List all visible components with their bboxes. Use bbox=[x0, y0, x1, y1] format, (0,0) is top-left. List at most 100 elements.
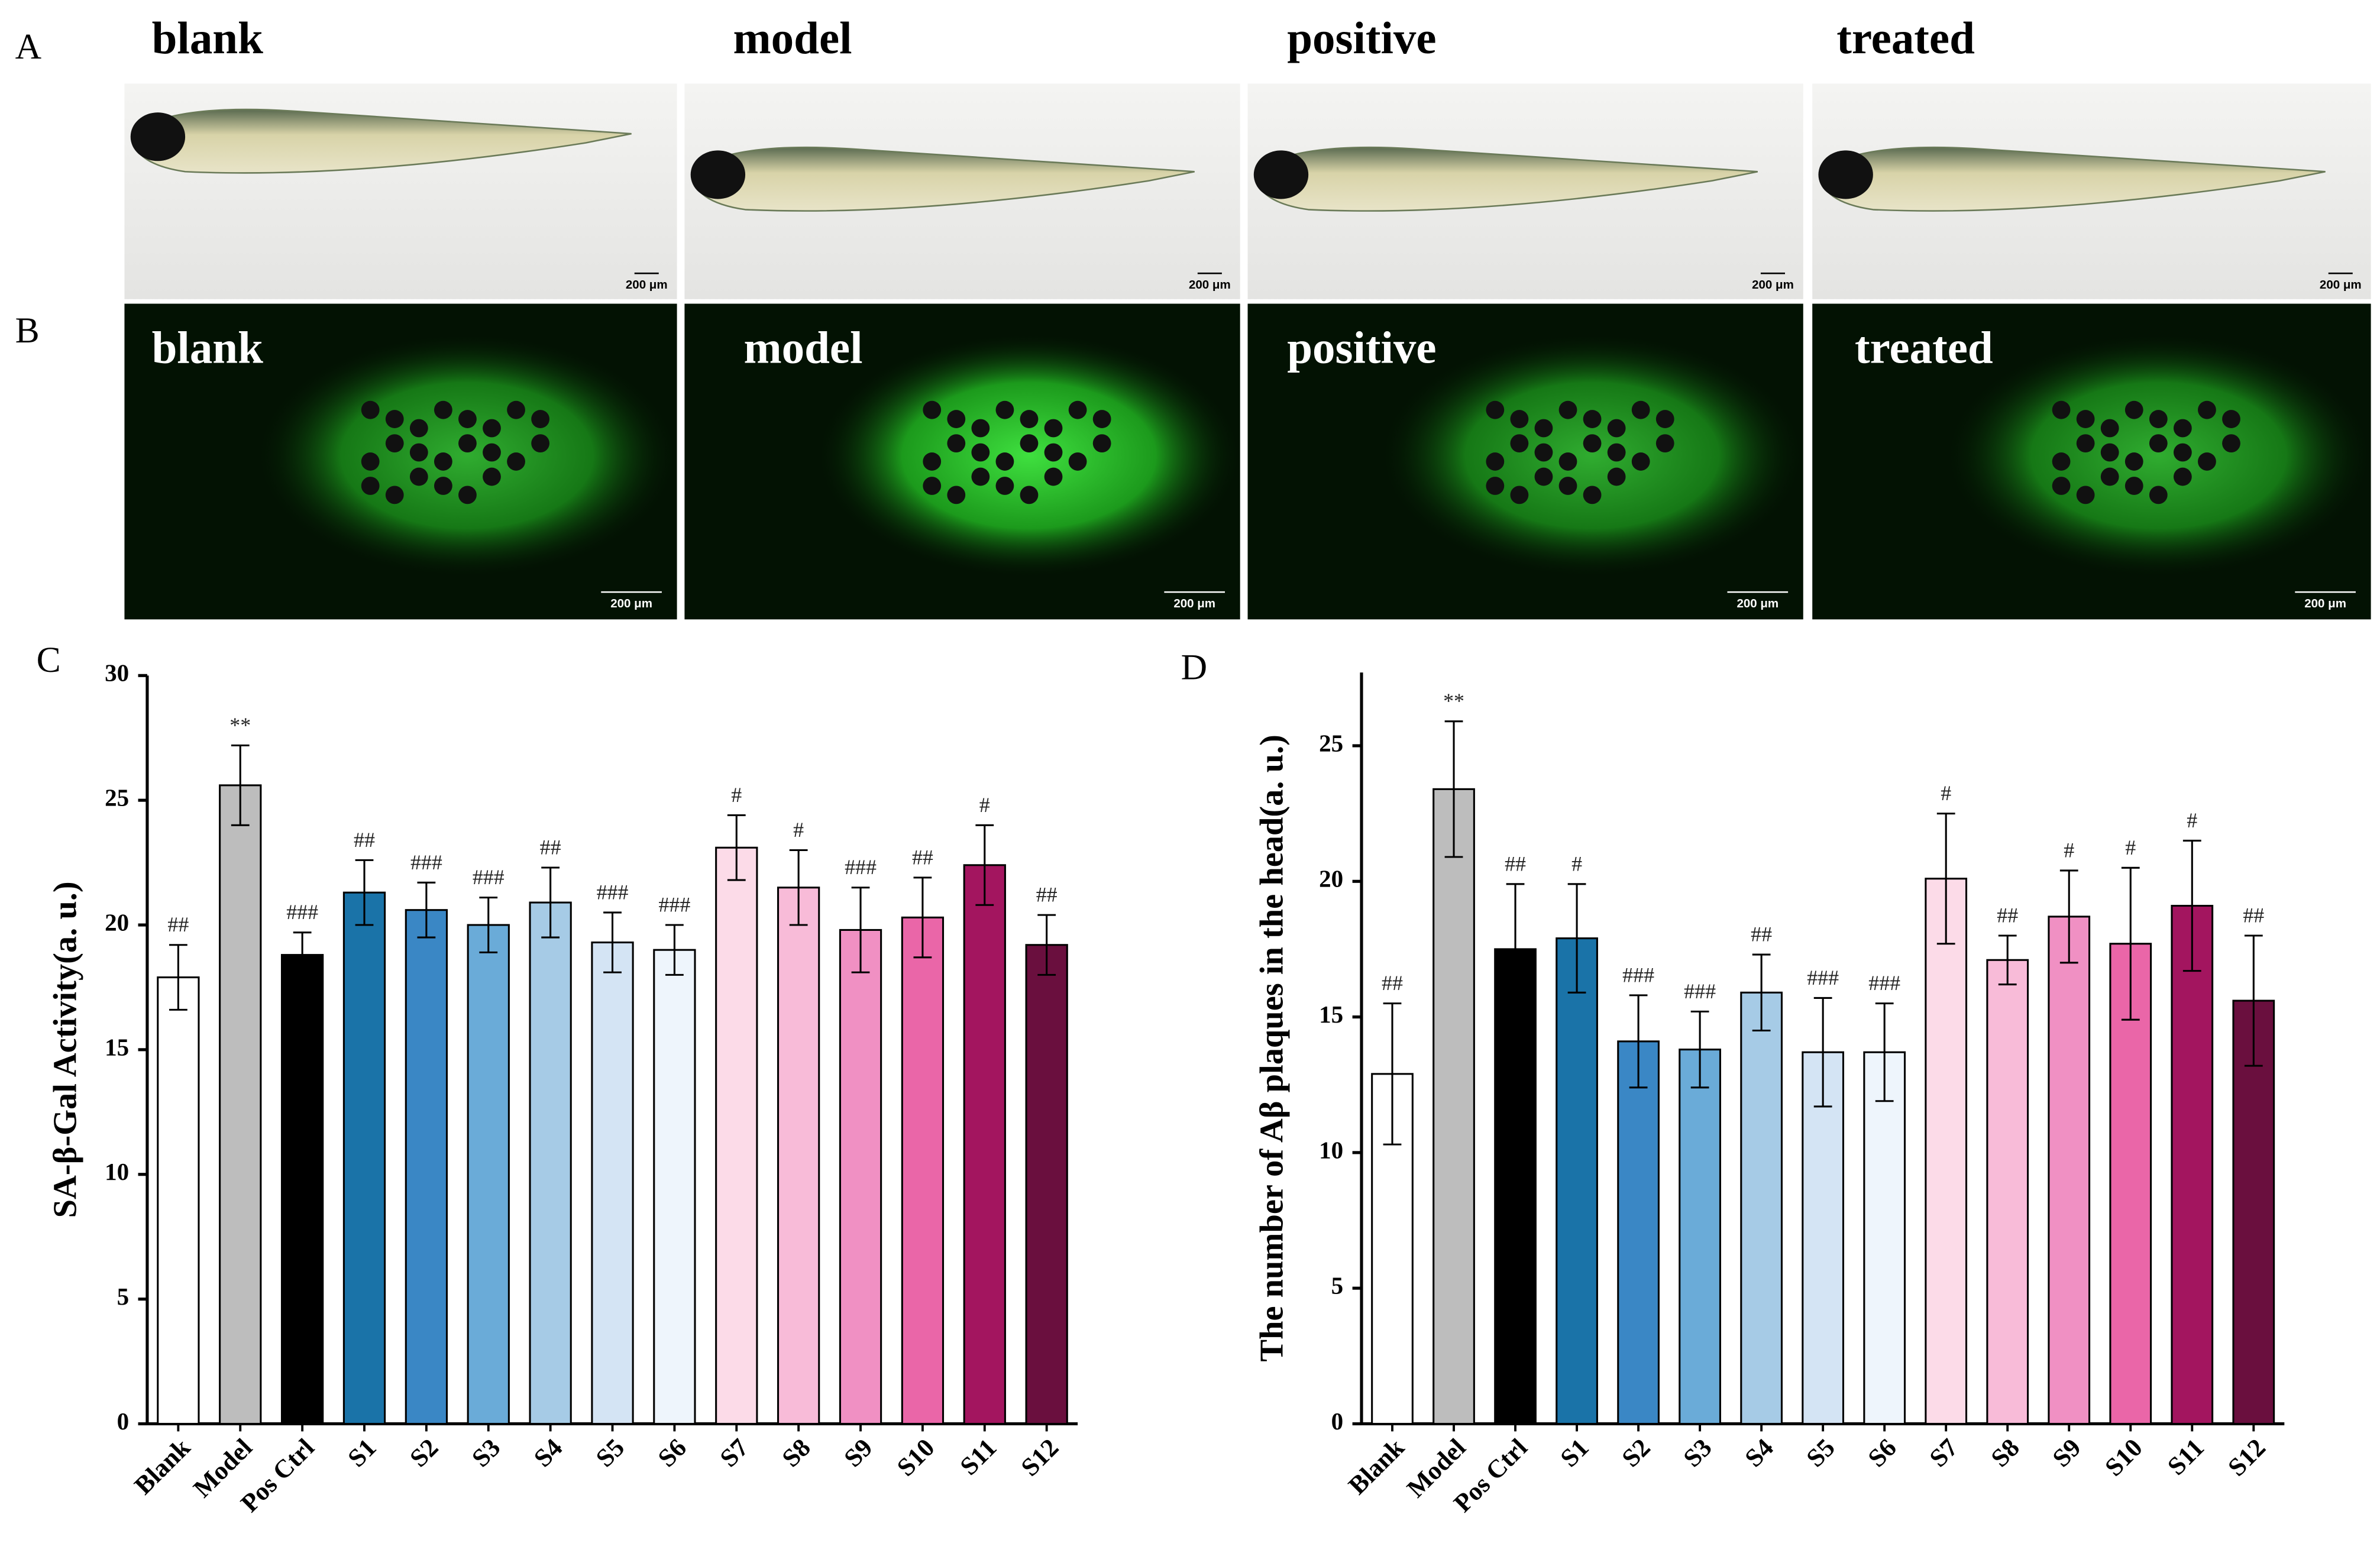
error-bar bbox=[541, 866, 560, 939]
error-bar bbox=[231, 744, 250, 826]
plaque bbox=[971, 467, 990, 486]
fluorescence bbox=[1380, 334, 1803, 577]
y-tick-label: 15 bbox=[1319, 1001, 1343, 1028]
eye bbox=[690, 150, 746, 199]
plaque bbox=[1631, 400, 1650, 419]
bar bbox=[467, 924, 510, 1425]
x-tick-label: S9 bbox=[2047, 1434, 2087, 1473]
fluorescence bbox=[817, 334, 1240, 577]
error-bar bbox=[1998, 934, 2017, 986]
plaque bbox=[947, 410, 966, 428]
bar bbox=[1432, 788, 1475, 1425]
plaque bbox=[385, 486, 404, 504]
plaque bbox=[1068, 400, 1087, 419]
significance-label: # bbox=[793, 818, 804, 842]
error-bar bbox=[2244, 934, 2263, 1067]
larva bbox=[1254, 146, 1758, 212]
significance-label: ### bbox=[845, 855, 877, 879]
plaque bbox=[1510, 486, 1529, 504]
error-bar bbox=[1383, 1002, 1402, 1146]
x-tick-label: S3 bbox=[1678, 1434, 1718, 1473]
significance-label: ### bbox=[597, 880, 629, 904]
significance-label: ## bbox=[354, 828, 375, 852]
fluorescence bbox=[257, 334, 677, 577]
plaque bbox=[2149, 486, 2168, 504]
bar bbox=[901, 916, 945, 1425]
significance-label: ## bbox=[540, 835, 561, 859]
plaque bbox=[361, 452, 380, 471]
significance-label: # bbox=[2187, 808, 2197, 832]
plaque bbox=[2100, 443, 2119, 462]
plaque bbox=[2173, 467, 2192, 486]
bar bbox=[1863, 1051, 1906, 1425]
x-tick-label: S3 bbox=[467, 1434, 506, 1473]
significance-label: # bbox=[1941, 781, 1951, 805]
plaque bbox=[1510, 434, 1529, 453]
significance-label: # bbox=[979, 793, 990, 817]
error-bar bbox=[2182, 839, 2201, 972]
bar bbox=[219, 784, 262, 1425]
plaque bbox=[2198, 452, 2216, 471]
significance-label: ### bbox=[1868, 971, 1900, 995]
significance-label: ### bbox=[658, 892, 690, 916]
bar bbox=[1617, 1040, 1660, 1425]
bar bbox=[715, 846, 758, 1425]
error-bar bbox=[1936, 813, 1955, 945]
bar bbox=[1494, 948, 1537, 1425]
plaque bbox=[947, 486, 966, 504]
significance-label: # bbox=[1571, 852, 1582, 875]
bar bbox=[1925, 878, 1968, 1425]
significance-label: ### bbox=[1684, 979, 1716, 1003]
significance-label: ## bbox=[2243, 903, 2264, 927]
scale-bar-label: 200 μm bbox=[1737, 597, 1778, 610]
scale-bar-label: 200 μm bbox=[610, 597, 652, 610]
error-bar bbox=[1813, 997, 1832, 1108]
error-bar bbox=[1629, 994, 1648, 1089]
plaque bbox=[2173, 443, 2192, 462]
y-tick-label: 20 bbox=[105, 908, 129, 936]
plaque bbox=[483, 467, 501, 486]
panel-label: D bbox=[1181, 648, 1207, 688]
bar bbox=[2171, 904, 2214, 1425]
plaque bbox=[1092, 410, 1111, 428]
error-bar bbox=[727, 814, 746, 881]
error-bar bbox=[1567, 883, 1586, 994]
group-label: blank bbox=[152, 322, 263, 373]
significance-label: ### bbox=[286, 900, 318, 924]
plaque bbox=[1486, 400, 1505, 419]
plaque bbox=[531, 434, 550, 453]
bar bbox=[529, 901, 572, 1425]
group-label: treated bbox=[1836, 12, 1975, 63]
bar bbox=[1802, 1051, 1845, 1425]
plaque bbox=[923, 400, 942, 419]
plaque bbox=[409, 419, 428, 438]
significance-label: ## bbox=[1997, 903, 2018, 927]
plaque bbox=[1020, 486, 1039, 504]
scale-bar-label: 200 μm bbox=[1173, 597, 1215, 610]
plaque bbox=[995, 452, 1014, 471]
bar bbox=[405, 909, 448, 1425]
plaque bbox=[409, 467, 428, 486]
error-bar bbox=[355, 859, 374, 926]
error-bar bbox=[789, 849, 808, 926]
plaque bbox=[1655, 410, 1674, 428]
group-label: treated bbox=[1855, 322, 1993, 373]
plaque bbox=[1534, 419, 1553, 438]
plaque bbox=[1044, 443, 1063, 462]
error-bar bbox=[975, 824, 994, 906]
panel-label: B bbox=[15, 310, 40, 351]
x-tick-label: S2 bbox=[1616, 1434, 1656, 1473]
plaque bbox=[434, 400, 452, 419]
error-bar bbox=[913, 876, 932, 959]
plaque bbox=[361, 477, 380, 495]
plaque bbox=[1607, 467, 1626, 486]
larva bbox=[1819, 146, 2326, 212]
plaque bbox=[1655, 434, 1674, 453]
plaque bbox=[1092, 434, 1111, 453]
plaque bbox=[2222, 434, 2240, 453]
significance-label: ### bbox=[410, 850, 442, 874]
plaque bbox=[2198, 400, 2216, 419]
eye bbox=[1253, 150, 1309, 199]
significance-label: ** bbox=[229, 713, 251, 737]
